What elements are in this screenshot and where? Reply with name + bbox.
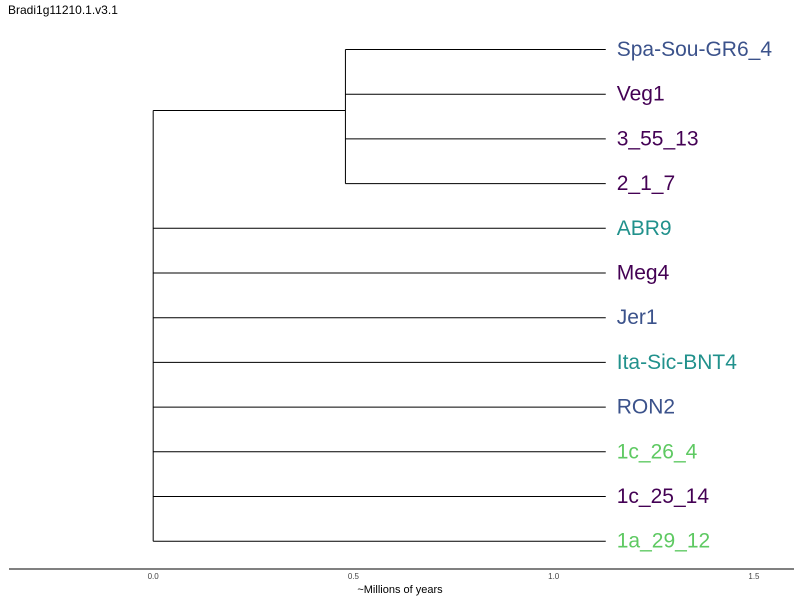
x-axis: 0.0 0.5 1.0 1.5 ~Millions of years	[9, 568, 794, 596]
x-axis-label: ~Millions of years	[357, 584, 443, 596]
tip-label: Spa-Sou-GR6_4	[617, 38, 773, 61]
tip-label: 1c_26_4	[617, 440, 698, 463]
tip-label: Ita-Sic-BNT4	[617, 351, 738, 374]
tip-label: 1a_29_12	[617, 530, 710, 553]
tip-label: Jer1	[617, 306, 658, 329]
tip-label: 2_1_7	[617, 172, 675, 195]
tip-label: Meg4	[617, 262, 670, 285]
tip-label: 3_55_13	[617, 127, 699, 150]
tip-label: 1c_25_14	[617, 485, 710, 508]
tip-label: ABR9	[617, 217, 672, 240]
tip-labels: Spa-Sou-GR6_4 Veg1 3_55_13 2_1_7 ABR9 Meg4 Jer…	[617, 38, 773, 553]
x-tick-label: 0.0	[148, 572, 160, 581]
tip-label: Veg1	[617, 83, 665, 106]
tree-branches	[152, 49, 606, 542]
x-tick-label: 0.5	[348, 572, 360, 581]
x-tick-label: 1.0	[548, 572, 560, 581]
x-tick-label: 1.5	[748, 572, 760, 581]
tip-label: RON2	[617, 396, 675, 419]
page-title: Bradi1g11210.1.v3.1	[8, 3, 118, 17]
